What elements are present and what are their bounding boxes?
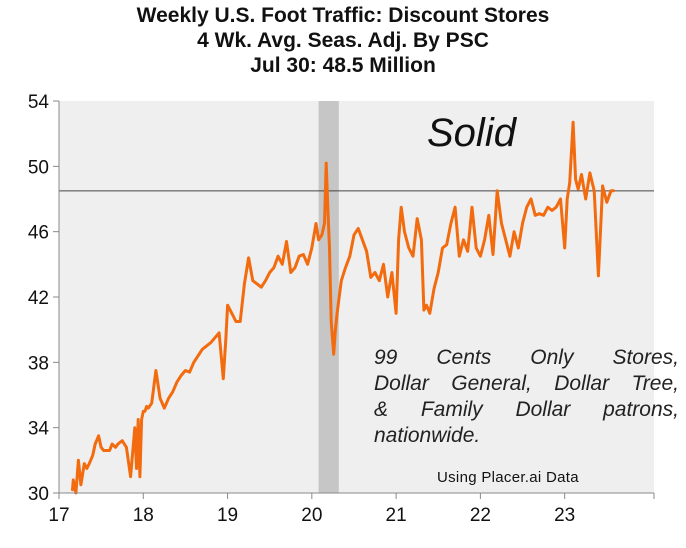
chart-title-line-3: Jul 30: 48.5 Million (250, 54, 436, 77)
chart-title-line-1: Weekly U.S. Foot Traffic: Discount Store… (136, 4, 550, 27)
x-tick-label: 19 (217, 505, 238, 526)
plot-area (59, 101, 654, 493)
x-tick-label: 18 (133, 505, 154, 526)
x-tick-label: 20 (301, 505, 322, 526)
y-tick-label: 50 (28, 157, 49, 178)
x-tick-label: 17 (48, 505, 69, 526)
y-tick-label: 46 (28, 223, 49, 244)
y-tick-label: 38 (28, 353, 49, 374)
recession-shaded-band (318, 101, 339, 493)
y-tick-label: 54 (28, 92, 50, 113)
annotation-description-line-1: 99 Cents Only Stores, (374, 346, 679, 369)
x-tick-label: 23 (554, 505, 575, 526)
annotation-description-line-2: Dollar General, Dollar Tree, (374, 372, 679, 395)
x-tick-label: 21 (386, 505, 407, 526)
series-line-1 (71, 120, 615, 495)
y-tick-label: 42 (28, 288, 49, 309)
x-tick-label: 22 (470, 505, 491, 526)
annotation-description-line-3: & Family Dollar patrons, (374, 398, 679, 421)
y-tick-label: 30 (28, 484, 49, 505)
annotation-source: Using Placer.ai Data (437, 469, 579, 486)
chart-title-line-2: 4 Wk. Avg. Seas. Adj. By PSC (197, 29, 489, 52)
y-tick-label: 34 (28, 419, 50, 440)
annotation-description-line-4: nationwide. (374, 424, 481, 447)
annotation-solid: Solid (427, 111, 518, 155)
